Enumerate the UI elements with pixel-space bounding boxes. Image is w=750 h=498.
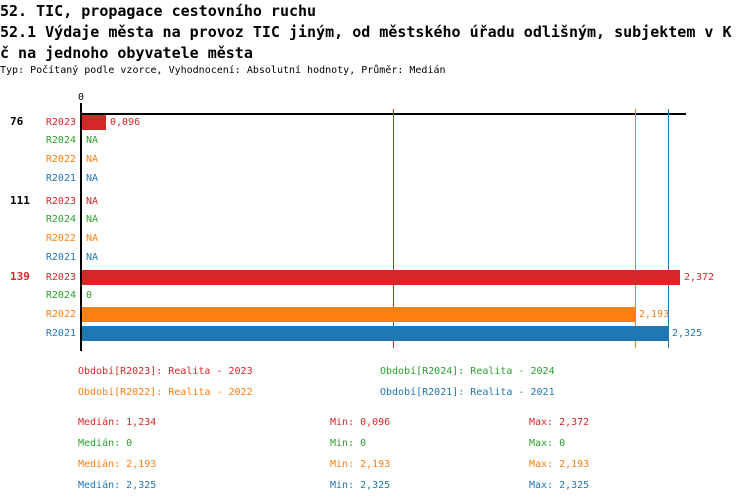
bar-value-label: 0,096 <box>110 117 141 128</box>
bar-139-R2021 <box>82 326 668 341</box>
row-series-label-R2023: R2023 <box>45 196 76 207</box>
bar-value-label: NA <box>86 135 99 146</box>
min-cell-R2021: Min: 2,325 <box>330 480 391 491</box>
bar-value-label: 2,325 <box>672 328 703 339</box>
bar-value-label: NA <box>86 252 99 263</box>
bar-value-label: NA <box>86 173 99 184</box>
median-cell-R2024: Medián: 0 <box>78 438 133 449</box>
max-cell-R2024: Max: 0 <box>529 438 566 449</box>
group-label-76: 76 <box>10 115 24 128</box>
y-axis-line <box>80 103 82 351</box>
legend-item-R2023: Období[R2023]: Realita - 2023 <box>78 366 253 377</box>
median-cell-R2022: Medián: 2,193 <box>78 459 157 470</box>
group-label-111: 111 <box>10 194 30 207</box>
chart-header: 52. TIC, propagace cestovního ruchu 52.1… <box>0 1 732 78</box>
bar-139-R2022 <box>82 307 635 322</box>
bar-value-label: 2,193 <box>639 309 670 320</box>
min-cell-R2023: Min: 0,096 <box>330 417 391 428</box>
bar-76-R2023 <box>82 115 106 130</box>
row-series-label-R2021: R2021 <box>45 173 76 184</box>
median-line-R2023 <box>393 109 394 348</box>
row-series-label-R2021: R2021 <box>45 328 76 339</box>
row-series-label-R2024: R2024 <box>45 214 76 225</box>
bar-value-label: 2,372 <box>684 272 715 283</box>
row-series-label-R2022: R2022 <box>45 309 76 320</box>
bar-value-label: NA <box>86 154 99 165</box>
bar-value-label: NA <box>86 233 99 244</box>
chart-title-line1: 52. TIC, propagace cestovního ruchu <box>0 2 317 20</box>
row-series-label-R2023: R2023 <box>45 272 76 283</box>
x-axis-line <box>80 113 686 115</box>
median-cell-R2021: Medián: 2,325 <box>78 480 157 491</box>
row-series-label-R2021: R2021 <box>45 252 76 263</box>
min-cell-R2024: Min: 0 <box>330 438 367 449</box>
row-series-label-R2024: R2024 <box>45 135 76 146</box>
median-cell-R2023: Medián: 1,234 <box>78 417 157 428</box>
chart-title-line2: 52.1 Výdaje města na provoz TIC jiným, o… <box>0 23 732 41</box>
chart-title-line3: č na jednoho obyvatele města <box>0 44 253 62</box>
bar-value-label: 0 <box>86 290 93 301</box>
legend-item-R2021: Období[R2021]: Realita - 2021 <box>380 387 555 398</box>
bar-value-label: NA <box>86 214 99 225</box>
row-series-label-R2023: R2023 <box>45 117 76 128</box>
legend-item-R2022: Období[R2022]: Realita - 2022 <box>78 387 253 398</box>
median-line-R2021 <box>668 109 669 348</box>
max-cell-R2021: Max: 2,325 <box>529 480 590 491</box>
max-cell-R2022: Max: 2,193 <box>529 459 590 470</box>
row-series-label-R2024: R2024 <box>45 290 76 301</box>
x-axis-zero-tick-label: 0 <box>77 92 85 103</box>
row-series-label-R2022: R2022 <box>45 233 76 244</box>
min-cell-R2022: Min: 2,193 <box>330 459 391 470</box>
row-series-label-R2022: R2022 <box>45 154 76 165</box>
legend-item-R2024: Období[R2024]: Realita - 2024 <box>380 366 555 377</box>
bar-value-label: NA <box>86 196 99 207</box>
max-cell-R2023: Max: 2,372 <box>529 417 590 428</box>
group-label-139: 139 <box>10 270 30 283</box>
bar-139-R2023 <box>82 270 680 285</box>
median-line-R2022 <box>635 109 636 348</box>
chart-subtitle: Typ: Počítaný podle vzorce, Vyhodnocení:… <box>0 65 446 76</box>
